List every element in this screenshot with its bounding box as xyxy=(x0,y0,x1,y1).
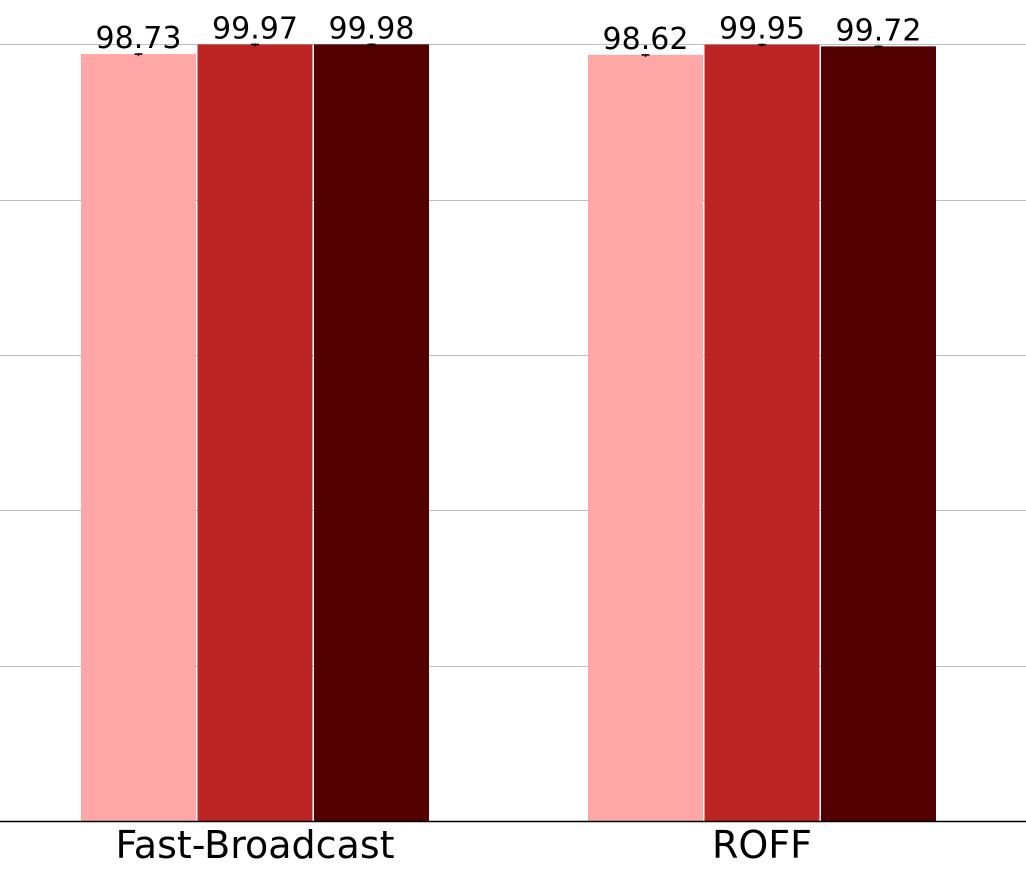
error-bars xyxy=(134,43,883,57)
bar xyxy=(81,54,196,821)
bar xyxy=(704,44,820,822)
x-tick-labels: Fast-Broadcast ROFF xyxy=(115,823,812,867)
data-label: 99.97 xyxy=(212,11,298,46)
x-tick-label: ROFF xyxy=(712,823,812,864)
data-label: 98.73 xyxy=(96,21,182,56)
bar xyxy=(588,54,703,821)
value-labels: 98.73 99.97 99.98 98.62 99.95 99.72 xyxy=(96,11,922,57)
data-label: 99.98 xyxy=(329,11,415,46)
bars xyxy=(81,44,936,822)
bar xyxy=(197,44,313,821)
data-label: 98.62 xyxy=(603,22,689,57)
bar xyxy=(821,46,936,821)
x-tick-label: Fast-Broadcast xyxy=(115,823,394,864)
bar xyxy=(314,44,429,822)
data-label: 99.72 xyxy=(836,13,922,48)
data-label: 99.95 xyxy=(719,12,805,47)
